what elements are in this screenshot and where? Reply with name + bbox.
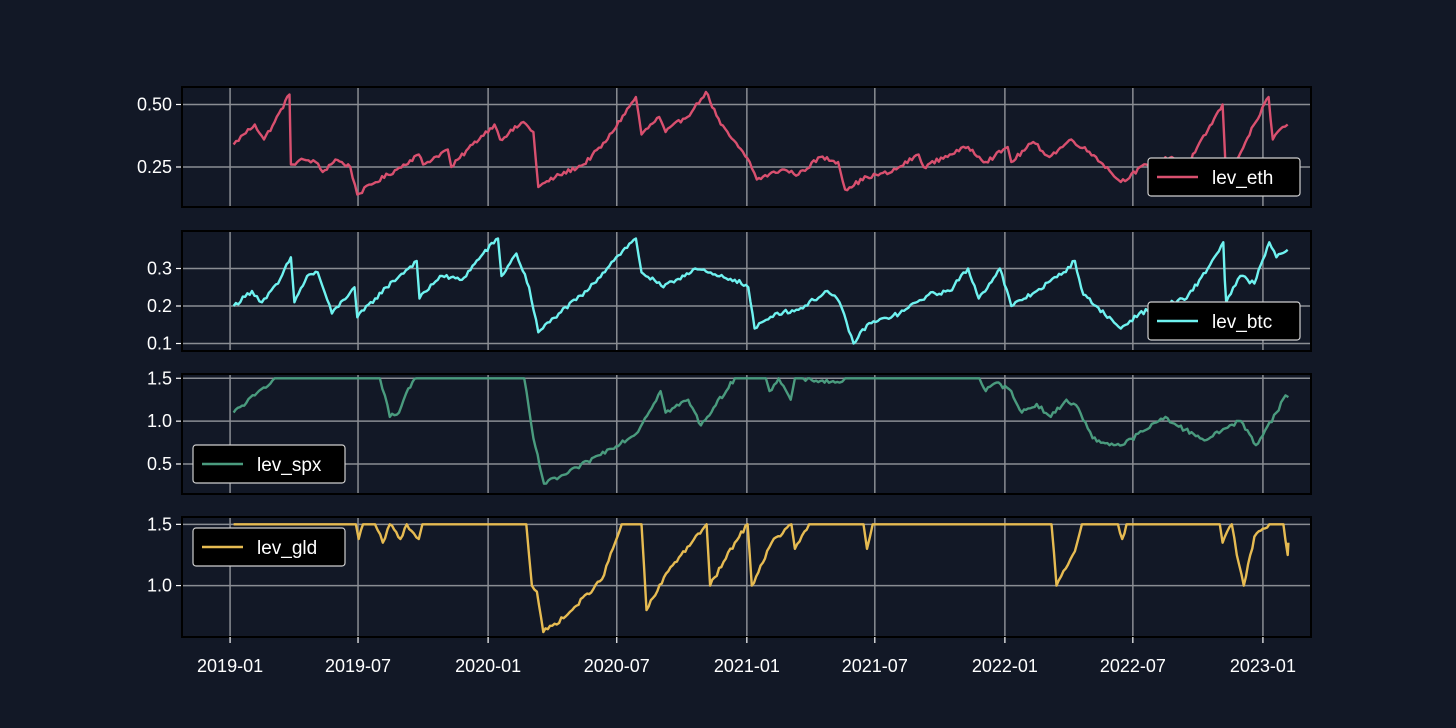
legend-box bbox=[192, 527, 346, 567]
x-tick-label: 2021-07 bbox=[842, 656, 908, 676]
series-line-lev_gld bbox=[233, 523, 1290, 634]
y-tick-label: 0.50 bbox=[137, 95, 172, 115]
legend-label: lev_eth bbox=[1212, 168, 1273, 189]
legend-box bbox=[1147, 157, 1301, 197]
panel-lev_spx: 0.5 1.0 1.5 lev_spx bbox=[147, 368, 1312, 495]
legend: lev_spx bbox=[192, 444, 346, 484]
legend-box bbox=[1147, 301, 1301, 341]
x-tick-label: 2021-01 bbox=[714, 656, 780, 676]
y-tick-label: 1.0 bbox=[147, 411, 172, 431]
legend-label: lev_btc bbox=[1212, 312, 1272, 333]
x-axis: 2019-01 2019-07 2020-01 2020-07 2021-01 2021-… bbox=[197, 637, 1296, 676]
legend: lev_gld bbox=[192, 527, 346, 567]
legend: lev_eth bbox=[1147, 157, 1301, 197]
x-tick-label: 2020-01 bbox=[455, 656, 521, 676]
x-tick-label: 2020-07 bbox=[584, 656, 650, 676]
y-tick-label: 0.5 bbox=[147, 454, 172, 474]
series-line-lev_spx bbox=[232, 377, 1290, 485]
x-tick-label: 2019-07 bbox=[325, 656, 391, 676]
series-line-lev_btc bbox=[232, 237, 1289, 345]
panel-lev_btc: 0.1 0.2 0.3 lev_btc bbox=[147, 230, 1312, 354]
y-tick-label: 0.3 bbox=[147, 259, 172, 279]
panel-lev_gld: 1.0 1.5 lev_gld bbox=[147, 514, 1312, 638]
y-tick-label: 0.1 bbox=[147, 334, 172, 354]
y-tick-label: 1.0 bbox=[147, 576, 172, 596]
y-tick-label: 1.5 bbox=[147, 514, 172, 534]
y-tick-label: 0.2 bbox=[147, 296, 172, 316]
legend-box bbox=[192, 444, 346, 484]
x-tick-label: 2022-01 bbox=[972, 656, 1038, 676]
grid bbox=[182, 231, 1311, 351]
axes-frame bbox=[181, 373, 1312, 495]
legend-label: lev_gld bbox=[257, 538, 317, 559]
panels: 0.25 0.50 lev_eth 0.1 0.2 0.3 lev_btc 0.5 1.0 1.5… bbox=[137, 86, 1312, 638]
panel-lev_eth: 0.25 0.50 lev_eth bbox=[137, 86, 1312, 208]
y-tick-label: 1.5 bbox=[147, 368, 172, 388]
axes-frame bbox=[181, 230, 1312, 352]
series-line-lev_eth bbox=[232, 90, 1289, 196]
y-tick-label: 0.25 bbox=[137, 157, 172, 177]
x-tick-label: 2019-01 bbox=[197, 656, 263, 676]
x-tick-label: 2023-01 bbox=[1230, 656, 1296, 676]
x-tick-label: 2022-07 bbox=[1100, 656, 1166, 676]
grid bbox=[182, 87, 1311, 207]
axes-frame bbox=[181, 86, 1312, 208]
legend-label: lev_spx bbox=[257, 455, 322, 476]
legend: lev_btc bbox=[1147, 301, 1301, 341]
